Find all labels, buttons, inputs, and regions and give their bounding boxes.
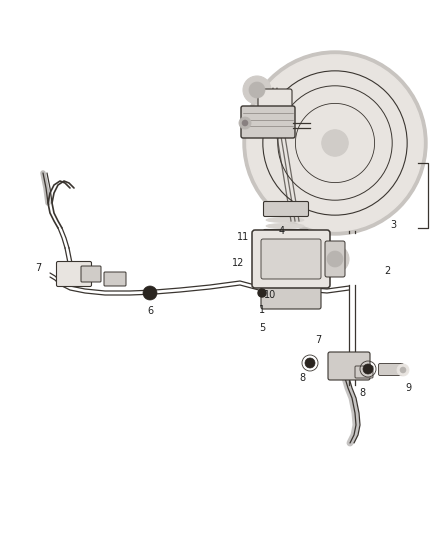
Circle shape xyxy=(322,130,348,156)
Ellipse shape xyxy=(266,217,304,222)
Text: 5: 5 xyxy=(259,323,265,333)
Circle shape xyxy=(247,55,423,231)
Circle shape xyxy=(239,117,251,129)
FancyBboxPatch shape xyxy=(261,285,321,309)
Ellipse shape xyxy=(266,223,304,229)
FancyBboxPatch shape xyxy=(264,230,308,245)
FancyBboxPatch shape xyxy=(57,262,92,287)
Text: 8: 8 xyxy=(299,373,305,383)
Circle shape xyxy=(321,245,349,273)
Circle shape xyxy=(305,358,315,368)
Circle shape xyxy=(243,51,427,235)
FancyBboxPatch shape xyxy=(258,89,292,115)
Text: 9: 9 xyxy=(405,383,411,393)
Text: 7: 7 xyxy=(315,335,321,345)
FancyBboxPatch shape xyxy=(355,366,373,378)
Text: 2: 2 xyxy=(384,266,390,276)
FancyBboxPatch shape xyxy=(81,266,101,282)
Text: 8: 8 xyxy=(359,388,365,398)
Text: 1: 1 xyxy=(259,305,265,315)
FancyBboxPatch shape xyxy=(104,272,126,286)
FancyBboxPatch shape xyxy=(378,364,403,376)
FancyBboxPatch shape xyxy=(325,241,345,277)
Circle shape xyxy=(143,286,157,300)
Circle shape xyxy=(258,289,266,297)
Circle shape xyxy=(397,364,409,376)
Text: 3: 3 xyxy=(390,220,396,230)
FancyBboxPatch shape xyxy=(241,106,295,138)
Ellipse shape xyxy=(266,230,304,235)
Ellipse shape xyxy=(266,236,304,240)
Ellipse shape xyxy=(266,212,304,216)
FancyBboxPatch shape xyxy=(264,201,308,216)
Text: 10: 10 xyxy=(264,290,276,300)
Text: 4: 4 xyxy=(279,226,285,236)
FancyBboxPatch shape xyxy=(328,352,370,380)
Text: 6: 6 xyxy=(147,306,153,316)
Circle shape xyxy=(249,82,265,98)
Circle shape xyxy=(327,251,343,267)
Circle shape xyxy=(400,367,406,373)
FancyBboxPatch shape xyxy=(252,230,330,288)
Text: 11: 11 xyxy=(237,232,249,242)
Circle shape xyxy=(242,120,248,126)
Text: 12: 12 xyxy=(232,258,244,268)
Circle shape xyxy=(363,364,373,374)
FancyBboxPatch shape xyxy=(261,239,321,279)
Text: 7: 7 xyxy=(35,263,41,273)
Circle shape xyxy=(243,76,271,104)
